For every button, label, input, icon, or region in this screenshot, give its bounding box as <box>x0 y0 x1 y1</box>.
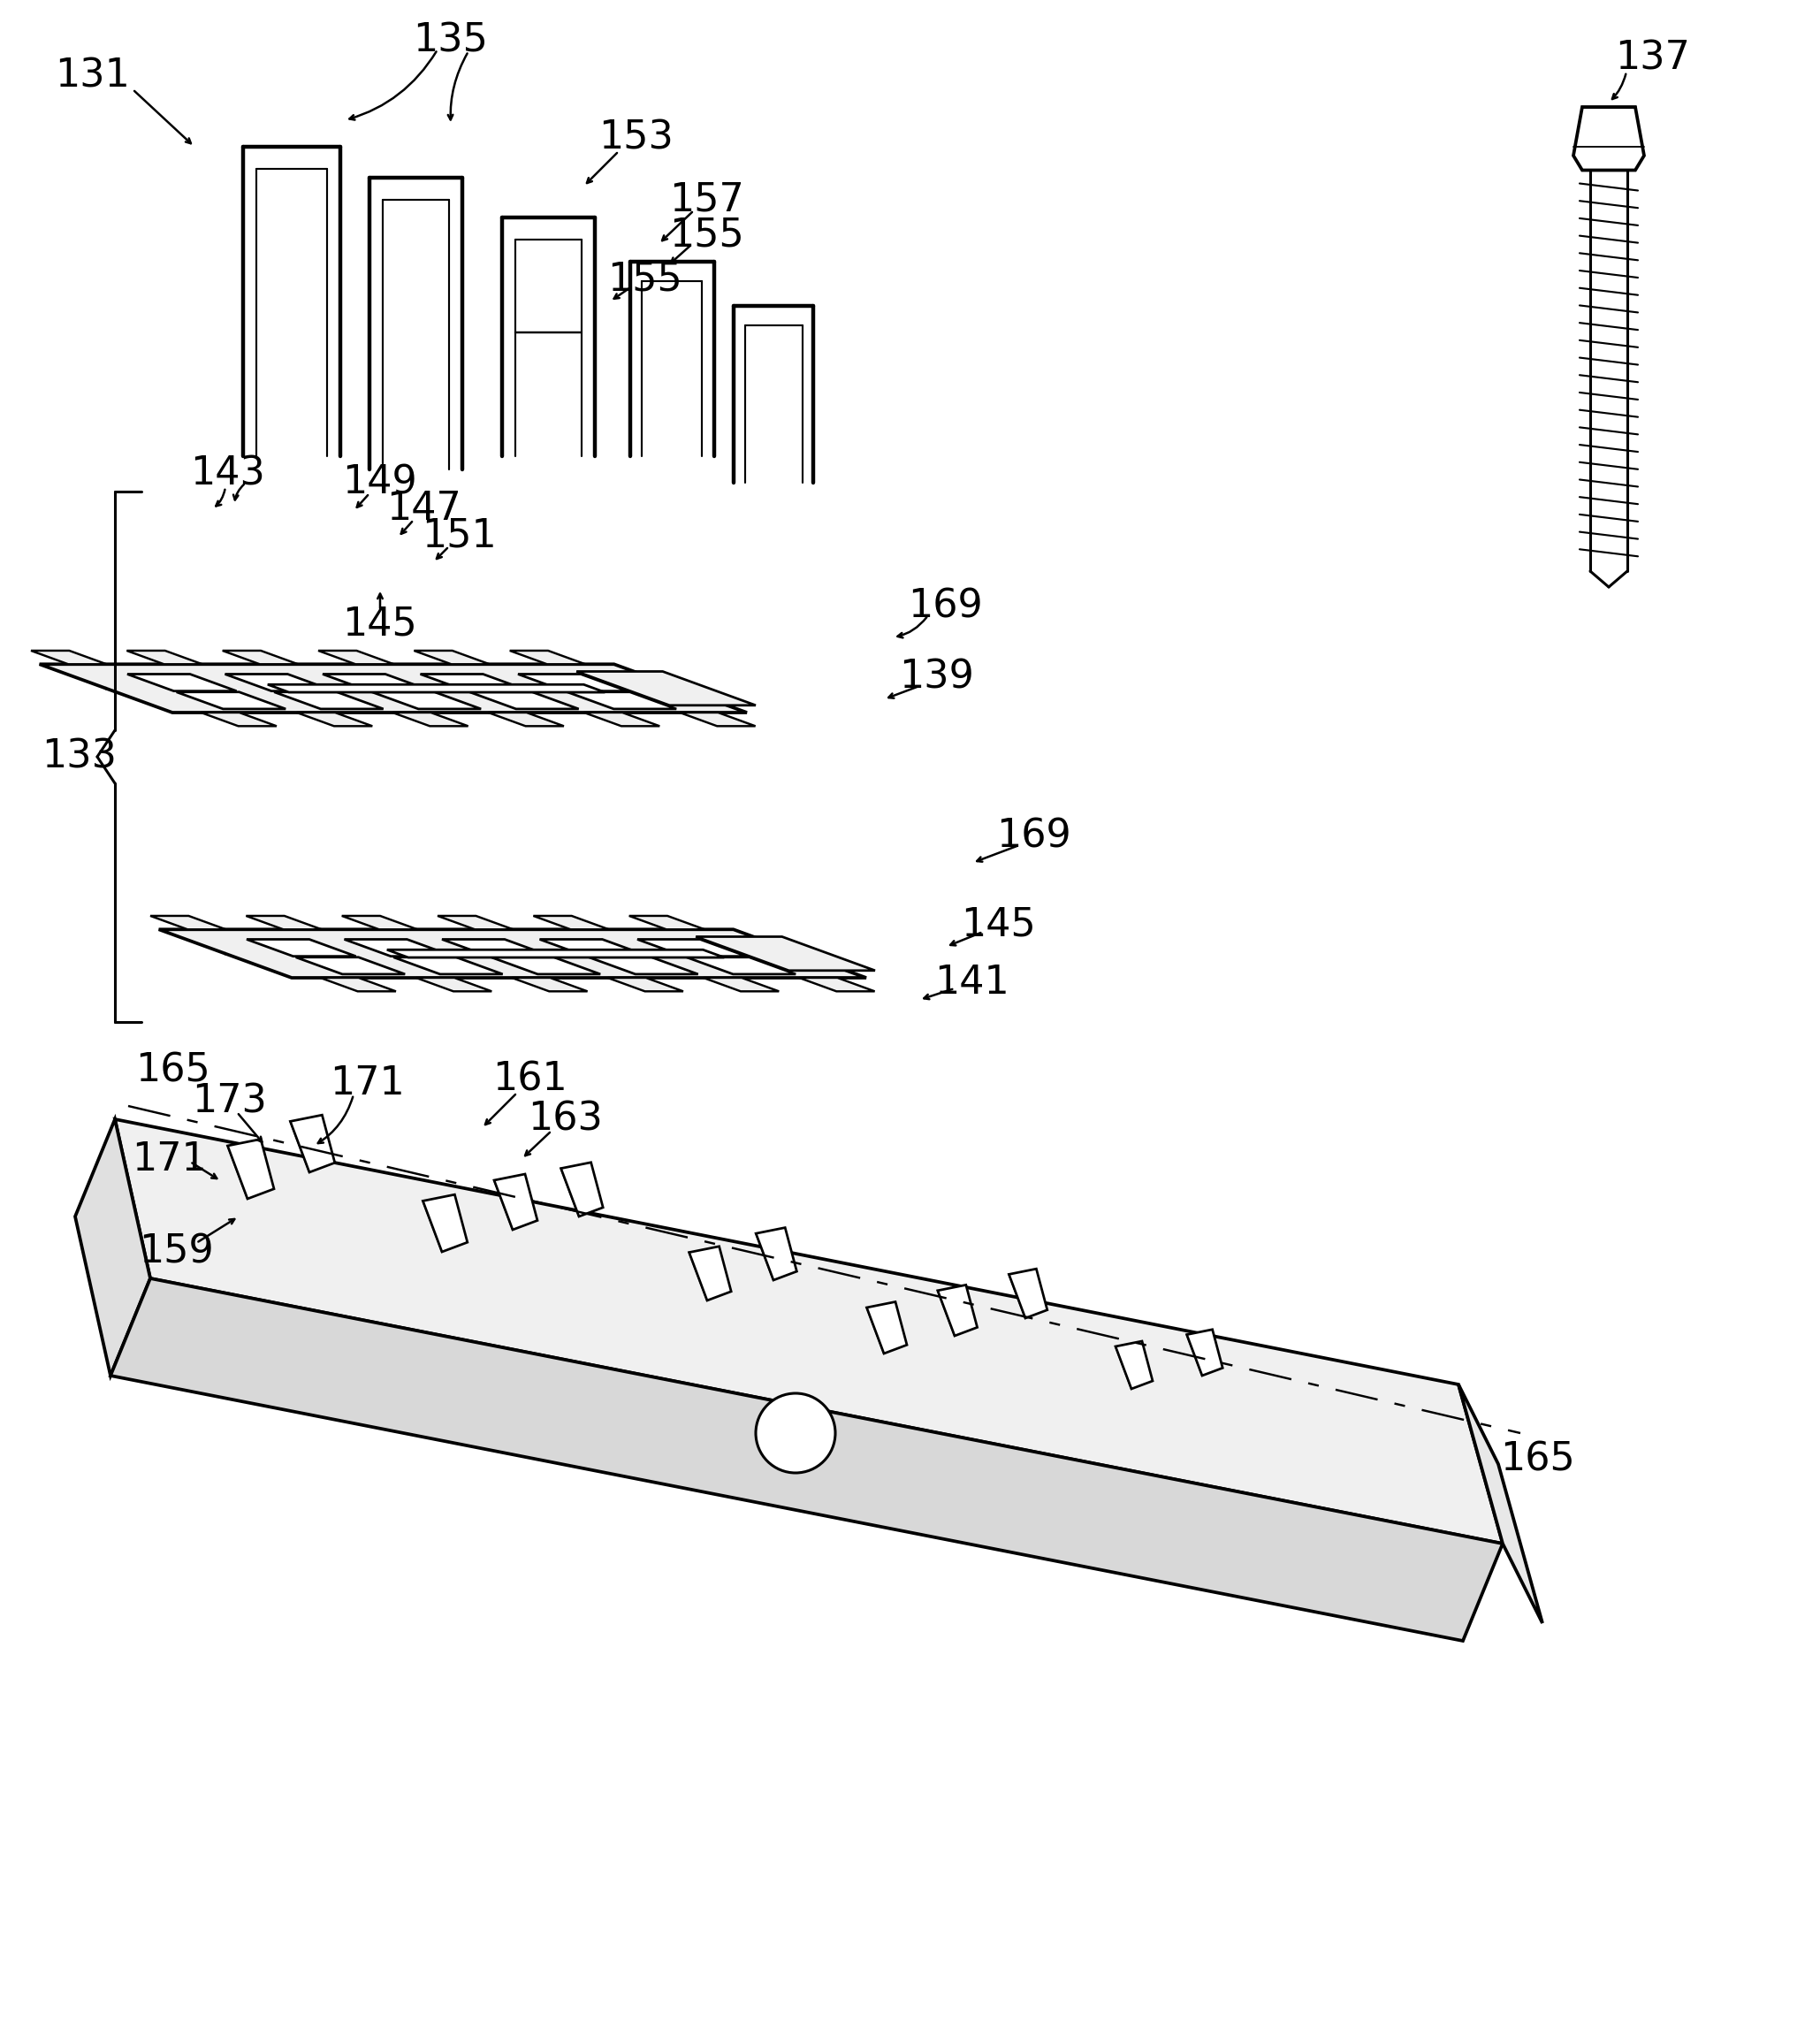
Polygon shape <box>1572 107 1643 170</box>
Polygon shape <box>630 916 704 930</box>
Polygon shape <box>511 978 588 992</box>
Polygon shape <box>568 691 677 709</box>
Polygon shape <box>417 978 491 992</box>
Polygon shape <box>519 675 628 691</box>
Text: 161: 161 <box>493 1061 568 1099</box>
Polygon shape <box>1458 1384 1542 1623</box>
Text: 147: 147 <box>388 491 462 527</box>
Text: 171: 171 <box>329 1065 404 1103</box>
Polygon shape <box>704 978 779 992</box>
Text: 165: 165 <box>135 1051 209 1089</box>
Polygon shape <box>686 958 795 974</box>
Polygon shape <box>246 916 322 930</box>
Polygon shape <box>342 916 417 930</box>
Polygon shape <box>127 675 237 691</box>
Text: 137: 137 <box>1616 38 1691 77</box>
Circle shape <box>755 1392 835 1473</box>
Text: 145: 145 <box>961 905 1036 944</box>
Polygon shape <box>344 940 453 956</box>
Polygon shape <box>289 1116 335 1172</box>
Polygon shape <box>393 958 502 974</box>
Polygon shape <box>420 675 530 691</box>
Polygon shape <box>695 936 875 970</box>
Polygon shape <box>297 713 373 726</box>
Polygon shape <box>491 958 601 974</box>
Polygon shape <box>799 978 875 992</box>
Polygon shape <box>755 1227 797 1279</box>
Polygon shape <box>493 1174 537 1229</box>
Polygon shape <box>177 691 286 709</box>
Text: 155: 155 <box>608 261 682 299</box>
Polygon shape <box>318 651 393 665</box>
Text: 163: 163 <box>528 1099 602 1138</box>
Text: 165: 165 <box>1500 1441 1576 1479</box>
Polygon shape <box>422 1194 468 1251</box>
Polygon shape <box>937 1285 977 1336</box>
Polygon shape <box>584 713 659 726</box>
Polygon shape <box>115 1120 1503 1544</box>
Polygon shape <box>297 958 406 974</box>
Polygon shape <box>681 713 755 726</box>
Text: 145: 145 <box>342 604 417 643</box>
Polygon shape <box>31 651 107 665</box>
Polygon shape <box>320 978 397 992</box>
Polygon shape <box>393 713 468 726</box>
Polygon shape <box>226 675 335 691</box>
Polygon shape <box>75 1120 151 1376</box>
Polygon shape <box>866 1302 906 1354</box>
Polygon shape <box>222 651 298 665</box>
Polygon shape <box>158 930 866 978</box>
Polygon shape <box>127 651 202 665</box>
Polygon shape <box>248 940 357 956</box>
Polygon shape <box>40 665 746 713</box>
Polygon shape <box>1116 1342 1152 1388</box>
Polygon shape <box>268 685 604 693</box>
Polygon shape <box>533 916 610 930</box>
Text: 169: 169 <box>908 588 983 624</box>
Polygon shape <box>388 950 724 958</box>
Text: 135: 135 <box>413 22 488 61</box>
Polygon shape <box>228 1140 275 1198</box>
Polygon shape <box>437 916 513 930</box>
Polygon shape <box>1008 1269 1046 1318</box>
Polygon shape <box>577 671 755 705</box>
Polygon shape <box>111 1279 1503 1641</box>
Text: 149: 149 <box>342 463 417 501</box>
Text: 133: 133 <box>42 738 116 776</box>
Text: 171: 171 <box>133 1140 207 1178</box>
Text: 173: 173 <box>193 1083 268 1120</box>
Polygon shape <box>442 940 551 956</box>
Polygon shape <box>488 713 564 726</box>
Polygon shape <box>510 651 586 665</box>
Polygon shape <box>608 978 682 992</box>
Polygon shape <box>371 691 480 709</box>
Text: 151: 151 <box>422 517 497 554</box>
Text: 159: 159 <box>140 1233 215 1271</box>
Polygon shape <box>322 675 431 691</box>
Polygon shape <box>637 940 746 956</box>
Text: 131: 131 <box>55 57 131 95</box>
Polygon shape <box>200 713 277 726</box>
Polygon shape <box>413 651 490 665</box>
Polygon shape <box>275 691 384 709</box>
Text: 157: 157 <box>670 180 744 218</box>
Polygon shape <box>541 940 650 956</box>
Polygon shape <box>690 1247 732 1300</box>
Polygon shape <box>1187 1330 1223 1376</box>
Polygon shape <box>470 691 579 709</box>
Polygon shape <box>151 916 226 930</box>
Polygon shape <box>590 958 699 974</box>
Text: 155: 155 <box>670 216 744 255</box>
Text: 141: 141 <box>935 964 1010 1000</box>
Text: 143: 143 <box>191 455 266 493</box>
Text: 139: 139 <box>899 659 974 695</box>
Polygon shape <box>561 1162 602 1217</box>
Text: 169: 169 <box>997 816 1072 855</box>
Text: 153: 153 <box>599 119 673 158</box>
